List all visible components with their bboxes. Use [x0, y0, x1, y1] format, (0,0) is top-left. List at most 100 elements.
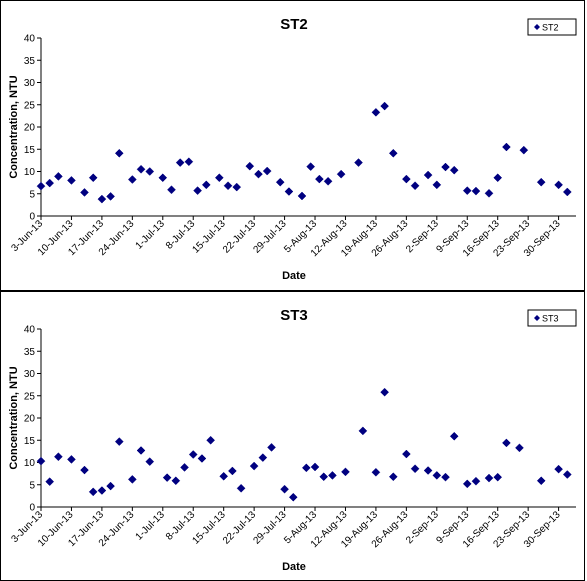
data-point	[371, 107, 381, 117]
y-tick-label: 15	[24, 145, 36, 156]
data-point	[380, 101, 389, 111]
data-point	[354, 158, 363, 167]
scatter-chart-st2: ST205101520253035403-Jun-1310-Jun-1317-J…	[8, 16, 577, 282]
data-point	[145, 457, 155, 466]
chart-title: ST2	[280, 16, 308, 33]
data-point	[341, 467, 350, 477]
data-point	[388, 472, 398, 482]
data-point	[114, 437, 124, 446]
data-point	[275, 177, 285, 187]
data-point	[214, 173, 224, 183]
x-tick-label: 29-Jul-13	[251, 218, 289, 256]
y-tick-label: 0	[29, 503, 35, 514]
y-tick-label: 20	[24, 123, 36, 134]
y-tick-label: 40	[24, 34, 36, 45]
x-axis-label: Date	[282, 270, 306, 282]
data-point	[54, 452, 63, 462]
data-point	[315, 174, 324, 184]
data-point	[97, 486, 107, 495]
y-tick-label: 40	[24, 325, 36, 336]
data-point	[245, 161, 255, 171]
data-point	[162, 473, 172, 482]
data-point	[358, 426, 368, 436]
data-point	[36, 181, 46, 191]
data-point	[301, 463, 311, 473]
data-point	[423, 170, 433, 180]
legend-box	[527, 309, 577, 327]
data-point	[484, 188, 494, 198]
data-point	[158, 173, 168, 183]
chart-panel-st2: ST2 0 5 10 15 20 25 30 35 40 3-Jun-13 10-Jun-13 17-J…	[0, 0, 585, 291]
data-point	[471, 476, 481, 486]
data-point	[502, 142, 511, 152]
data-point	[449, 431, 459, 441]
y-tick-label: 10	[24, 458, 36, 469]
data-point	[562, 187, 572, 197]
data-point	[432, 471, 442, 480]
data-point	[223, 181, 233, 191]
y-axis-label: Concentration, NTU	[8, 366, 20, 469]
data-point	[219, 471, 229, 481]
y-tick-label: 30	[24, 78, 36, 89]
data-point	[45, 477, 55, 486]
data-point	[254, 169, 263, 179]
data-point	[449, 165, 459, 175]
data-point	[201, 180, 211, 190]
y-tick-label: 20	[24, 414, 36, 425]
data-point	[441, 162, 450, 172]
y-axis-label: Concentration, NTU	[8, 75, 20, 178]
data-point	[262, 166, 272, 176]
data-point	[188, 450, 198, 459]
data-point	[388, 148, 398, 158]
data-point	[45, 178, 55, 188]
data-point	[206, 435, 215, 445]
data-point	[515, 443, 524, 453]
data-point	[106, 481, 115, 491]
data-point	[536, 177, 546, 187]
legend: ST3	[527, 309, 577, 327]
data-point	[380, 387, 389, 397]
data-point	[167, 185, 176, 195]
data-point	[97, 194, 107, 204]
data-point	[236, 483, 246, 493]
data-point	[462, 479, 472, 489]
data-point	[54, 172, 63, 181]
x-axis-label: Date	[282, 561, 306, 573]
data-point	[232, 182, 242, 192]
chart-title: ST3	[280, 307, 308, 324]
data-point	[402, 174, 411, 184]
data-point	[127, 175, 137, 184]
data-point	[197, 454, 207, 463]
data-point	[410, 464, 420, 474]
y-tick-label: 10	[24, 167, 36, 178]
data-point	[171, 476, 181, 486]
data-point	[502, 438, 511, 448]
y-tick-label: 15	[24, 436, 36, 447]
data-point	[193, 186, 202, 195]
data-point	[114, 148, 124, 158]
data-point	[136, 164, 146, 174]
data-point	[288, 492, 298, 502]
data-point	[258, 453, 268, 462]
legend: ST2	[527, 18, 577, 36]
data-point	[67, 176, 76, 185]
data-point	[471, 186, 481, 196]
data-point	[88, 173, 98, 183]
y-tick-label: 35	[24, 56, 36, 67]
y-tick-label: 25	[24, 100, 36, 111]
data-point	[180, 463, 189, 472]
data-point	[306, 162, 316, 171]
data-point	[536, 476, 546, 486]
legend-box	[527, 18, 577, 36]
data-point	[554, 180, 563, 190]
data-point	[402, 449, 411, 459]
legend-label: ST2	[542, 23, 559, 33]
y-tick-label: 0	[29, 212, 35, 223]
y-tick-label: 5	[29, 480, 35, 491]
data-point	[328, 471, 337, 480]
data-point	[36, 456, 46, 466]
data-point	[297, 191, 307, 201]
data-point	[441, 472, 450, 482]
data-point	[228, 466, 237, 476]
data-point	[175, 158, 185, 167]
